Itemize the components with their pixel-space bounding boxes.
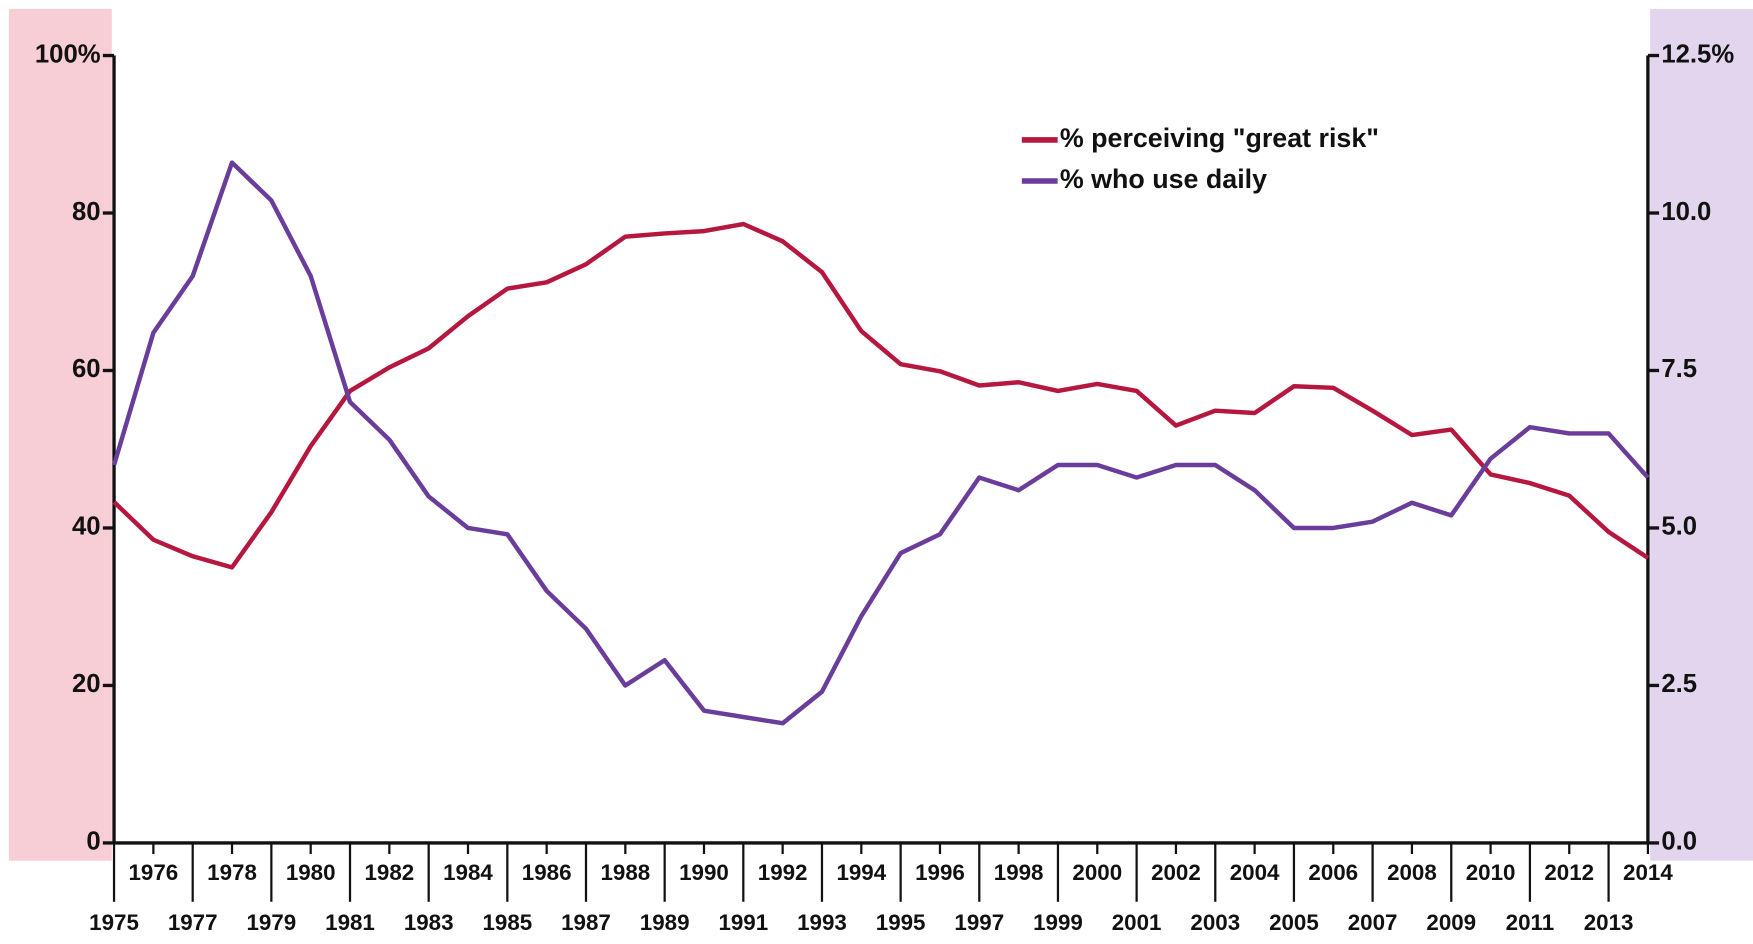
y-tick-label: 0: [86, 828, 100, 856]
y-tick-label: 80: [72, 198, 101, 226]
x-tick-label: 2008: [1387, 860, 1437, 885]
x-tick-label: 1992: [758, 860, 808, 885]
y-tick-label: 60: [72, 355, 101, 383]
x-tick-label: 1984: [443, 860, 493, 885]
x-tick-label: 1990: [679, 860, 729, 885]
y2-tick-label: 5.0: [1661, 513, 1697, 541]
y-tick-label: 100%: [35, 40, 101, 68]
x-tick-label: 1982: [364, 860, 414, 885]
x-tick-label: 1997: [954, 910, 1004, 935]
x-tick-label: 1978: [207, 860, 257, 885]
x-tick-label: 2007: [1348, 910, 1398, 935]
x-tick-label: 1976: [129, 860, 179, 885]
x-tick-label: 1975: [89, 910, 139, 935]
x-tick-label: 1986: [522, 860, 572, 885]
x-tick-label: 2005: [1269, 910, 1319, 935]
x-tick-label: 1977: [168, 910, 218, 935]
x-tick-label: 2002: [1151, 860, 1201, 885]
x-tick-label: 2010: [1466, 860, 1516, 885]
y-tick-label: 40: [72, 513, 101, 541]
right-axis-band: [1650, 8, 1753, 861]
y2-tick-label: 7.5: [1661, 355, 1697, 383]
x-tick-label: 1998: [994, 860, 1044, 885]
y2-tick-label: 10.0: [1661, 198, 1711, 226]
x-tick-label: 1995: [876, 910, 926, 935]
series-line: [112, 221, 1650, 570]
legend-label: % who use daily: [1060, 164, 1267, 194]
x-tick-label: 2012: [1544, 860, 1594, 885]
x-tick-label: 1987: [561, 910, 611, 935]
y2-tick-label: 12.5%: [1661, 40, 1734, 68]
y2-tick-label: 2.5: [1661, 670, 1697, 698]
x-tick-label: 1999: [1033, 910, 1083, 935]
x-tick-label: 2014: [1623, 860, 1673, 885]
x-tick-label: 1981: [325, 910, 375, 935]
x-tick-label: 2013: [1584, 910, 1634, 935]
x-tick-label: 1989: [640, 910, 690, 935]
x-tick-label: 2006: [1308, 860, 1358, 885]
series-line: [111, 160, 1650, 726]
x-tick-label: 2000: [1072, 860, 1122, 885]
x-tick-label: 1988: [600, 860, 650, 885]
y2-tick-label: 0.0: [1661, 828, 1697, 856]
y-tick-label: 20: [72, 670, 101, 698]
x-tick-label: 1983: [404, 910, 454, 935]
x-tick-label: 1991: [718, 910, 768, 935]
x-tick-label: 2001: [1112, 910, 1162, 935]
x-tick-label: 2011: [1506, 910, 1554, 935]
x-tick-label: 1993: [797, 910, 847, 935]
x-tick-label: 1985: [482, 910, 532, 935]
x-tick-label: 1980: [286, 860, 336, 885]
x-tick-label: 1994: [836, 860, 886, 885]
x-tick-label: 2009: [1426, 910, 1476, 935]
x-tick-label: 2004: [1230, 860, 1280, 885]
legend-label: % perceiving "great risk": [1060, 123, 1379, 153]
x-tick-label: 1996: [915, 860, 965, 885]
x-tick-label: 2003: [1190, 910, 1240, 935]
left-axis-band: [8, 8, 112, 861]
x-tick-label: 1979: [246, 910, 296, 935]
